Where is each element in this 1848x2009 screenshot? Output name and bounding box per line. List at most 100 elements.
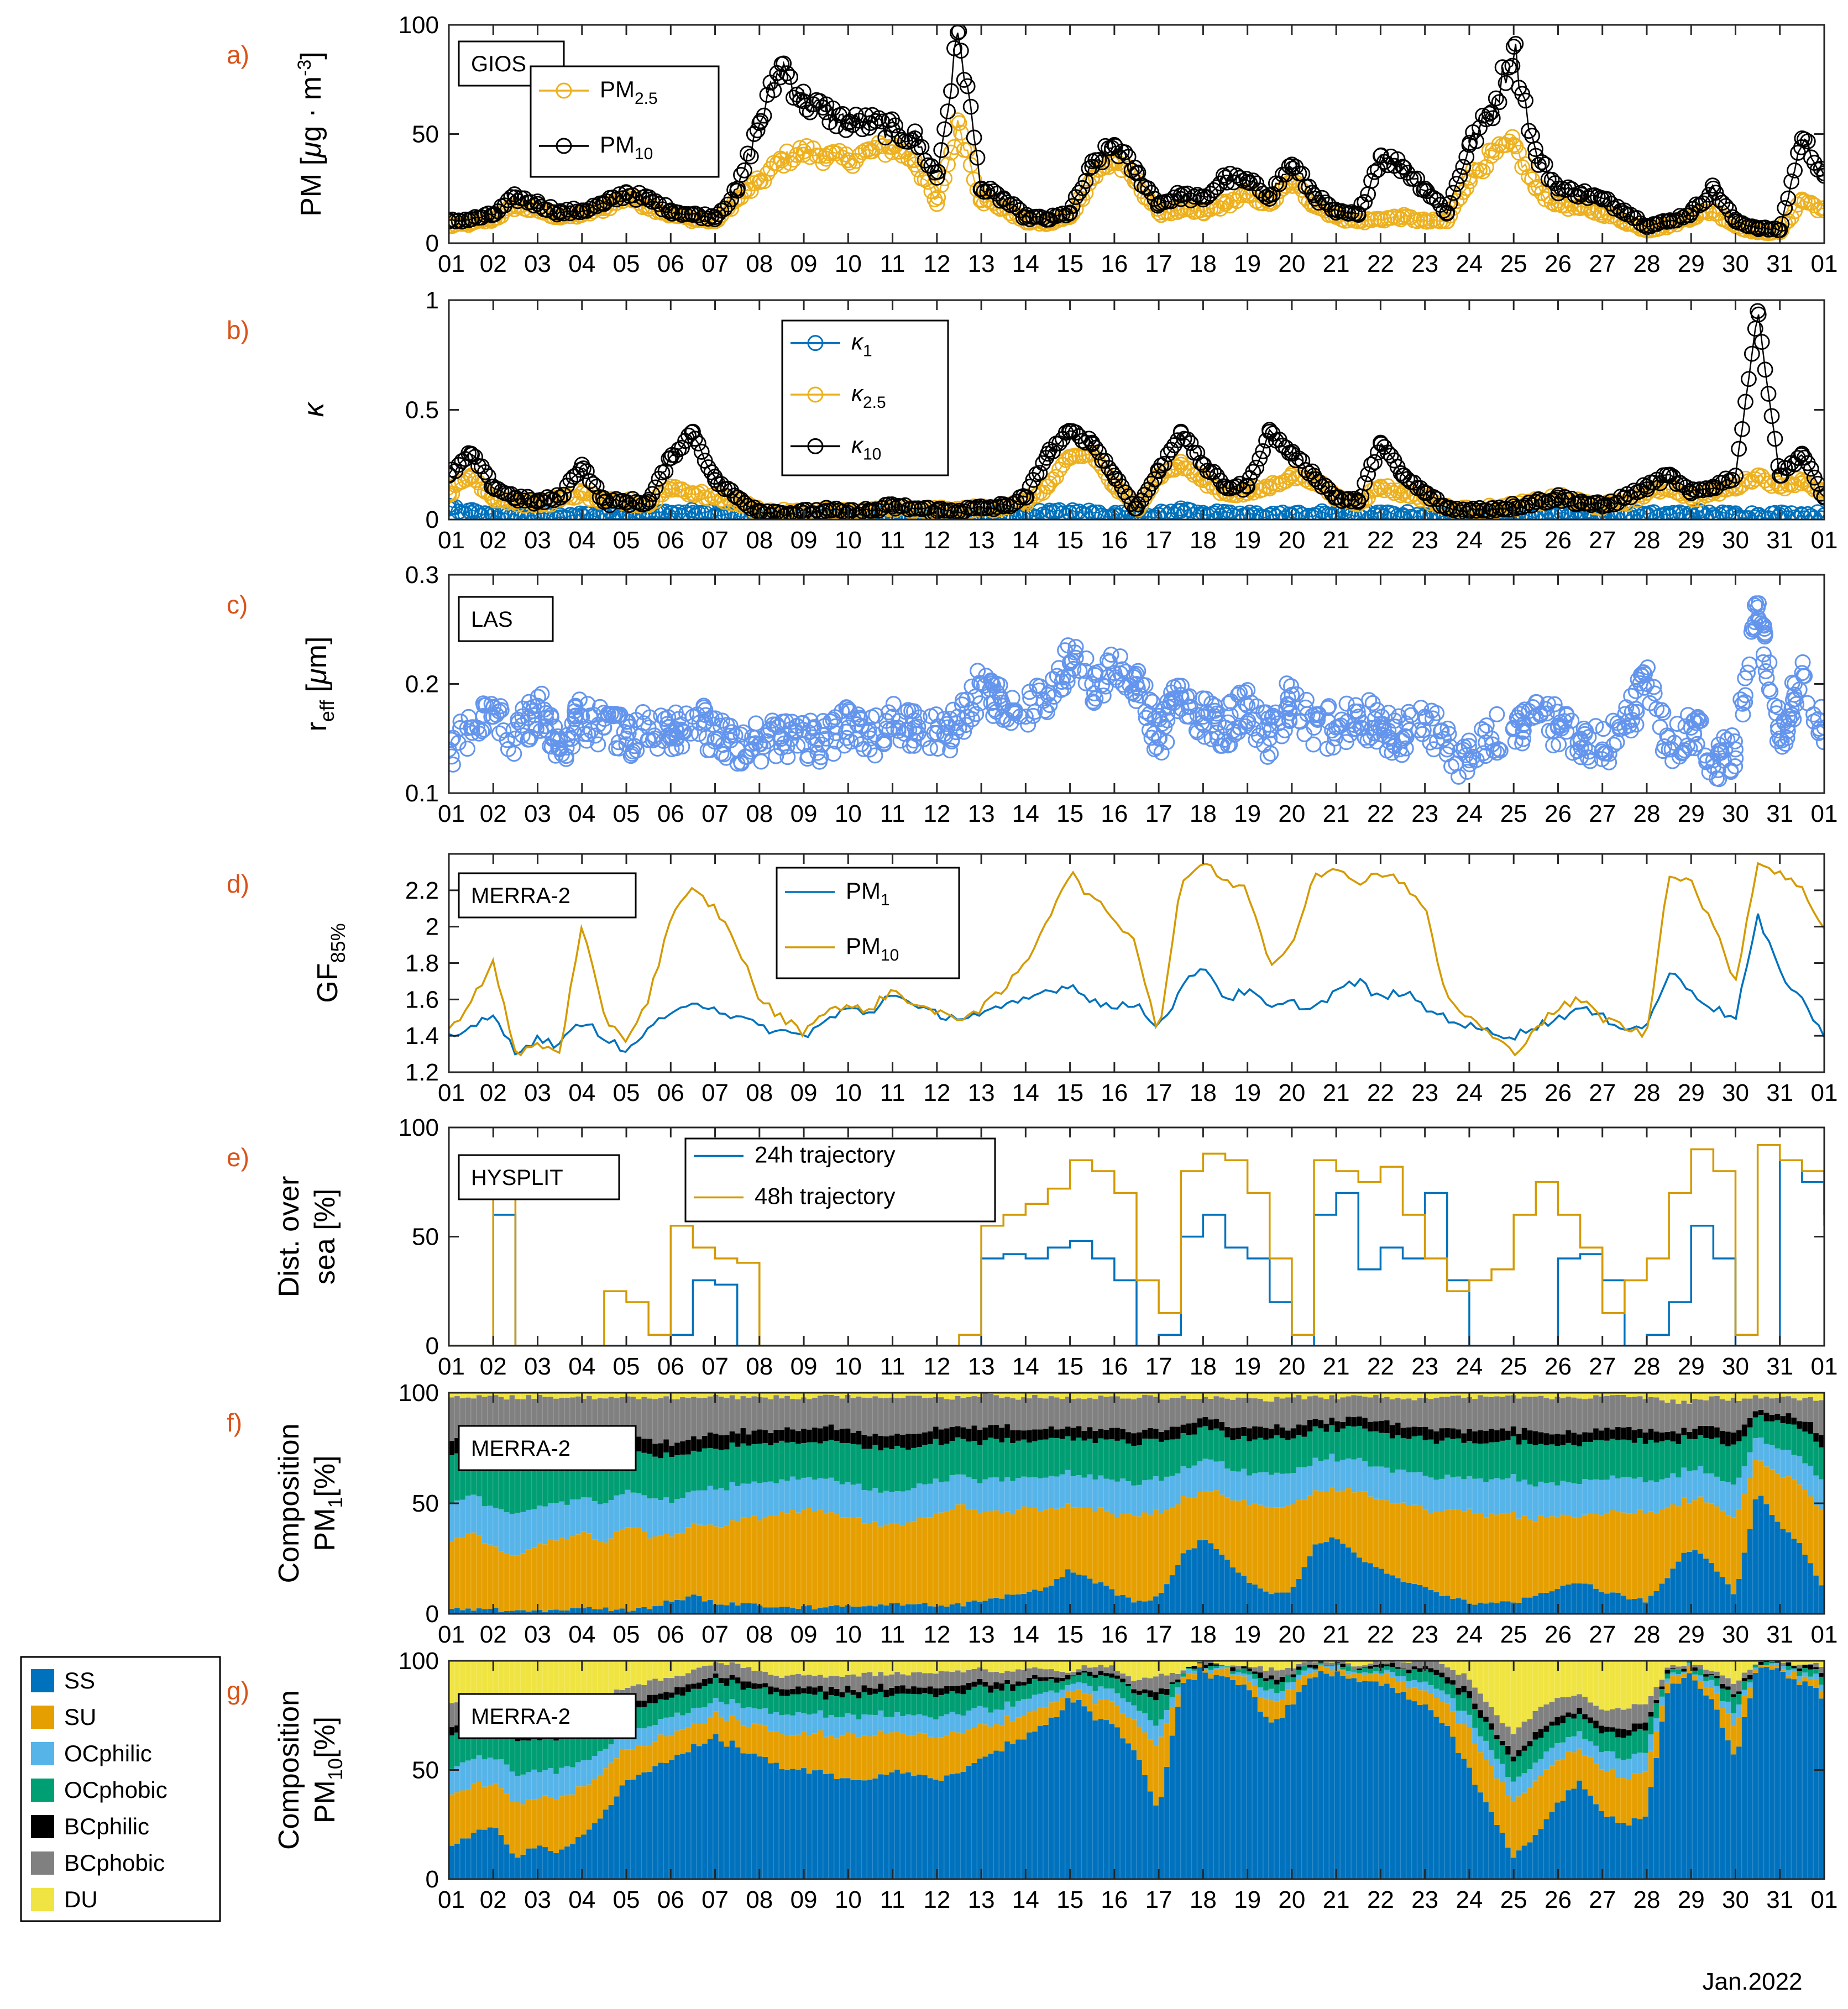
point-b-κ1 — [1794, 507, 1810, 520]
point-a-pm10 — [1780, 190, 1797, 207]
bar-f-bcphilic — [647, 1439, 653, 1454]
point-c — [875, 732, 892, 749]
point-c — [836, 737, 852, 754]
point-c — [1451, 768, 1467, 785]
point-c — [596, 720, 612, 736]
point-c — [1281, 705, 1298, 721]
point-c — [1573, 749, 1589, 765]
bar-f-du — [1153, 1393, 1159, 1397]
bar-f-du — [1378, 1393, 1385, 1398]
point-c — [1124, 684, 1140, 701]
bar-f-ocphilic — [949, 1475, 956, 1509]
y-tick-label: 100 — [399, 12, 439, 39]
x-tick-label: 29 — [1678, 527, 1705, 554]
point-a-pm2.5 — [973, 191, 990, 208]
bar-f-du — [1169, 1393, 1176, 1398]
bar-f-bcphilic — [1268, 1429, 1275, 1439]
point-c — [755, 739, 772, 756]
bar-f-bcphobic — [1137, 1397, 1143, 1433]
bar-f-bcphilic — [685, 1440, 692, 1455]
bar-f-ss — [1021, 1593, 1027, 1614]
point-a-pm10 — [1186, 188, 1202, 205]
bar-f-bcphilic — [762, 1430, 768, 1444]
point-b-κ2.5 — [449, 485, 457, 501]
bar-f-su — [812, 1512, 818, 1610]
bar-f-du — [746, 1393, 752, 1398]
x-tick-label: 03 — [524, 1079, 551, 1106]
bar-f-ss — [1252, 1584, 1258, 1614]
bar-f-su — [1400, 1502, 1407, 1582]
bar-f-ss — [591, 1609, 598, 1614]
bar-f-du — [1323, 1393, 1329, 1399]
bar-f-bcphilic — [1346, 1417, 1352, 1426]
bar-f-bcphilic — [867, 1436, 873, 1449]
point-b-κ10 — [862, 502, 878, 519]
bar-f-bcphobic — [669, 1399, 675, 1446]
point-c — [1397, 740, 1414, 757]
bar-f-ocphobic — [470, 1451, 477, 1495]
point-b-κ10 — [480, 468, 496, 484]
bar-f-ocphobic — [1208, 1430, 1214, 1460]
x-tick-label: 01 — [1811, 800, 1838, 827]
bar-f-bcphobic — [1219, 1397, 1225, 1422]
point-c — [1774, 738, 1791, 755]
bar-f-ocphobic — [944, 1444, 950, 1482]
bar-f-ocphilic — [707, 1486, 714, 1525]
bar-f-ocphilic — [1197, 1461, 1203, 1492]
bar-f-ocphilic — [465, 1496, 472, 1534]
x-tick-label: 16 — [1101, 250, 1128, 277]
point-c — [1150, 730, 1167, 747]
bar-f-ocphobic — [1175, 1439, 1181, 1473]
bar-f-ss — [520, 1610, 526, 1614]
bar-f-bcphilic — [1236, 1428, 1242, 1439]
point-c — [1761, 681, 1777, 698]
point-b-κ10 — [1757, 361, 1773, 378]
bar-f-ss — [1081, 1575, 1088, 1614]
bar-f-du — [905, 1393, 912, 1396]
point-b-κ1 — [473, 507, 490, 520]
x-tick-label: 14 — [1012, 250, 1039, 277]
point-a-pm10 — [1077, 173, 1094, 189]
bar-f-ocphilic — [872, 1488, 878, 1522]
x-tick-label: 03 — [524, 1353, 551, 1380]
x-tick-label: 31 — [1766, 1353, 1793, 1380]
bar-f-du — [867, 1393, 873, 1398]
x-tick-label: 08 — [746, 1353, 773, 1380]
point-c — [861, 721, 877, 738]
x-tick-label: 10 — [835, 1353, 862, 1380]
bar-f-du — [812, 1393, 818, 1398]
point-b-κ10 — [1593, 496, 1609, 512]
bar-f-bcphobic — [1109, 1396, 1115, 1428]
bar-f-bcphobic — [1032, 1394, 1038, 1430]
point-c — [1683, 720, 1699, 736]
bar-f-bcphobic — [707, 1396, 714, 1433]
bar-f-su — [1153, 1509, 1159, 1597]
bar-f-ss — [1499, 1601, 1506, 1614]
point-b-κ1 — [1192, 506, 1209, 520]
bar-f-bcphobic — [1252, 1398, 1258, 1426]
bar-f-bcphilic — [1224, 1426, 1231, 1438]
bar-f-bcphilic — [1092, 1430, 1098, 1443]
bar-f-bcphobic — [1285, 1397, 1291, 1431]
bar-f-ss — [1521, 1597, 1528, 1614]
point-c — [449, 756, 461, 773]
bar-f-su — [834, 1514, 840, 1606]
bar-f-ss — [537, 1610, 543, 1614]
bar-f-ocphobic — [1032, 1441, 1038, 1477]
point-b-κ1 — [1206, 505, 1222, 520]
bar-f-du — [1516, 1393, 1522, 1399]
bar-f-ocphobic — [1236, 1439, 1242, 1472]
bar-f-ss — [1065, 1569, 1071, 1614]
bar-f-ocphobic — [1422, 1440, 1429, 1476]
bar-f-du — [701, 1393, 708, 1398]
bar-f-ocphilic — [569, 1499, 576, 1536]
bar-f-ss — [1230, 1567, 1236, 1614]
bar-f-ocphilic — [1384, 1467, 1390, 1501]
point-a-pm10 — [995, 191, 1012, 208]
point-c — [802, 712, 819, 729]
bar-f-bcphilic — [800, 1428, 807, 1444]
point-b-κ10 — [463, 445, 479, 462]
point-c — [1045, 670, 1061, 687]
point-c — [520, 731, 536, 748]
